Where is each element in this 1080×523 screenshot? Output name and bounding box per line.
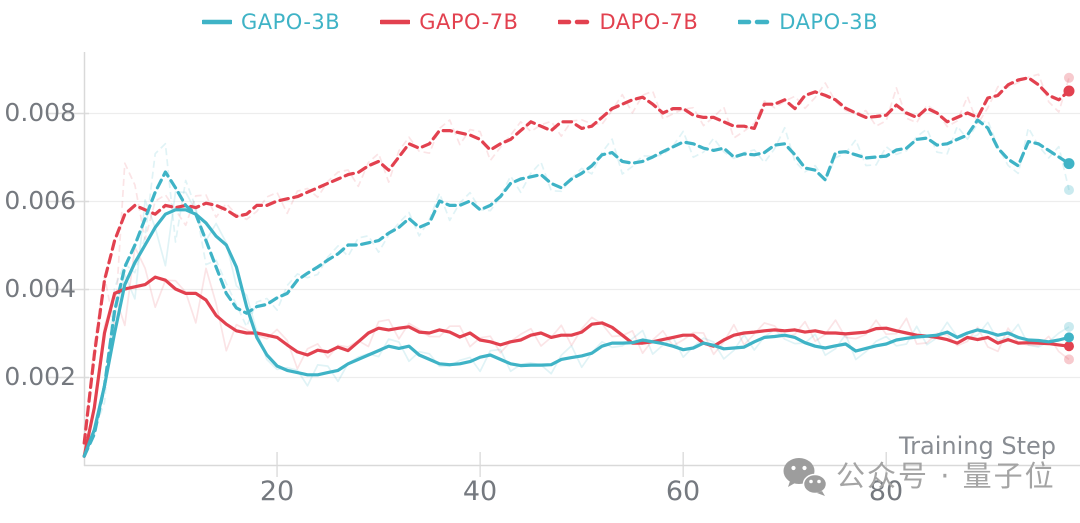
raw-series-end-dot-gapo-7b [1063,354,1074,365]
legend-swatch-dashed-cyan-icon [738,19,771,25]
legend-label: GAPO-3B [240,10,341,34]
legend-item-gapo-3b: GAPO-3B [201,10,341,34]
x-tick-label: 20 [259,476,295,507]
chart-legend: GAPO-3B GAPO-7B DAPO-7B DAPO-3B [0,10,1080,34]
legend-label: GAPO-7B [419,10,519,34]
x-axis-title: Training Step [899,432,1056,460]
legend-swatch-dashed-red-icon [558,19,591,25]
series-line-gapo-3b [82,208,1071,458]
y-tick-label: 0.006 [4,186,76,215]
watermark-text: 公众号 · 量子位 [836,459,1056,493]
wechat-icon [783,458,828,496]
series-end-dot-dapo-3b [1063,158,1075,170]
raw-series-end-dot-dapo-3b [1063,185,1074,195]
x-tick-label: 40 [462,476,498,507]
x-tick-label: 80 [868,476,904,507]
legend-label: DAPO-7B [599,10,699,34]
y-tick-label: 0.004 [4,274,76,303]
legend-swatch-solid-cyan-icon [201,19,232,25]
watermark: 公众号 · 量子位 [782,456,1056,496]
series-end-dot-gapo-7b [1063,341,1074,352]
series-line-dapo-7b [82,76,1071,445]
raw-series-end-dot-gapo-3b [1063,321,1074,332]
series-end-dot-dapo-7b [1063,85,1075,97]
legend-item-dapo-3b: DAPO-3B [738,10,878,34]
x-tick-label: 60 [665,476,701,507]
y-tick-label: 0.002 [4,362,76,391]
legend-item-dapo-7b: DAPO-7B [558,10,698,34]
legend-label: DAPO-3B [779,10,879,34]
series-line-dapo-3b [82,118,1071,458]
legend-item-gapo-7b: GAPO-7B [380,10,518,34]
raw-series-line-dapo-3b [83,119,1070,457]
legend-swatch-solid-red-icon [380,19,411,25]
y-tick-label: 0.008 [4,98,76,127]
raw-series-line-gapo-7b [83,246,1070,457]
series-line-gapo-7b [82,275,1071,458]
raw-series-line-gapo-3b [83,191,1070,457]
series-end-dot-gapo-3b [1063,332,1074,343]
raw-series-line-dapo-7b [83,73,1070,444]
raw-series-end-dot-dapo-7b [1063,72,1074,83]
